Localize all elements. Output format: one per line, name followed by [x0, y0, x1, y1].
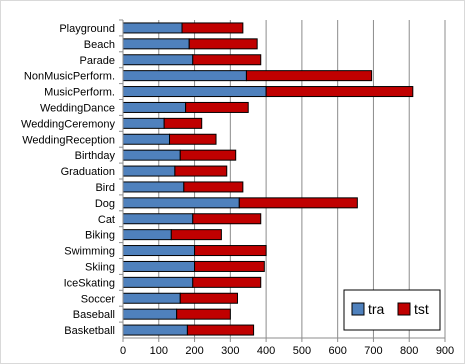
bar-tra: [122, 38, 190, 50]
bar-tra: [122, 101, 187, 113]
bar-tra: [122, 149, 181, 161]
bar-tra: [122, 86, 267, 98]
x-tick-label: 600: [328, 345, 346, 357]
category-label: Playground: [59, 23, 115, 35]
category-label: IceSkating: [64, 277, 115, 289]
category-label: Basketball: [64, 325, 115, 337]
axes: [119, 19, 446, 342]
legend-swatch-tra: [351, 302, 365, 316]
bar-tra: [122, 229, 172, 241]
bar-tra: [122, 292, 181, 304]
bars: [122, 22, 414, 336]
category-label: WeddingDance: [40, 102, 115, 114]
bar-tra: [122, 324, 188, 336]
bar-tst: [163, 117, 203, 129]
category-label: Bird: [95, 182, 115, 194]
bar-tra: [122, 54, 194, 66]
category-label: Cat: [98, 214, 115, 226]
category-label: Baseball: [73, 309, 115, 321]
bar-tst: [179, 292, 238, 304]
x-tick-label: 300: [221, 345, 239, 357]
legend-label-tst: tst: [414, 301, 429, 317]
bar-tra: [122, 308, 178, 320]
category-label: Graduation: [61, 166, 115, 178]
x-tick-label: 700: [364, 345, 382, 357]
bar-tst: [238, 197, 358, 209]
category-label: NonMusicPerform.: [24, 71, 115, 83]
bar-tra: [122, 245, 196, 257]
bar-tra: [122, 197, 240, 209]
legend-label-tra: tra: [368, 301, 385, 317]
bar-tst: [186, 324, 255, 336]
bar-tst: [179, 149, 237, 161]
bar-tra: [122, 22, 183, 34]
bar-tra: [122, 213, 194, 225]
bar-tst: [174, 165, 228, 177]
x-tick-label: 900: [436, 345, 454, 357]
category-label: WeddingReception: [22, 134, 115, 146]
bar-tst: [188, 38, 258, 50]
bar-tst: [245, 70, 373, 82]
bar-tst: [176, 308, 231, 320]
bar-tst: [183, 181, 244, 193]
legend: tra tst: [343, 289, 441, 331]
bar-tst: [185, 101, 249, 113]
bar-tra: [122, 165, 176, 177]
category-labels: Playground Beach Parade NonMusicPerform. Mus…: [21, 23, 115, 337]
x-tick-labels: 0 100 200 300 400 500 600 700 800 900: [120, 345, 454, 357]
category-label: WeddingCeremony: [21, 118, 115, 130]
x-tick-label: 0: [120, 345, 126, 357]
bar-tst: [192, 54, 262, 66]
category-label: Biking: [85, 230, 115, 242]
category-label: Dog: [95, 198, 115, 210]
bar-tra: [122, 276, 194, 288]
bar-tst: [192, 213, 262, 225]
bar-tst: [192, 276, 262, 288]
bar-tst: [194, 260, 265, 272]
bar-tst: [170, 229, 222, 241]
x-tick-label: 800: [400, 345, 418, 357]
bar-tra: [122, 133, 171, 145]
bar-tra: [122, 181, 185, 193]
bar-tra: [122, 70, 247, 82]
category-label: Beach: [84, 39, 115, 51]
bar-tra: [122, 117, 165, 129]
bar-tst: [265, 86, 414, 98]
bar-tst: [194, 245, 267, 257]
bar-tra: [122, 260, 196, 272]
x-tick-label: 100: [150, 345, 168, 357]
bar-tst: [181, 22, 244, 34]
category-label: Skiing: [85, 261, 115, 273]
category-label: MusicPerform.: [44, 87, 115, 99]
category-label: Swimming: [64, 246, 115, 258]
x-tick-label: 200: [185, 345, 203, 357]
category-label: Soccer: [81, 293, 116, 305]
category-label: Parade: [80, 55, 115, 67]
category-label: Birthday: [75, 150, 116, 162]
x-tick-label: 400: [257, 345, 275, 357]
bar-tst: [169, 133, 217, 145]
legend-swatch-tst: [397, 302, 411, 316]
x-tick-label: 500: [293, 345, 311, 357]
